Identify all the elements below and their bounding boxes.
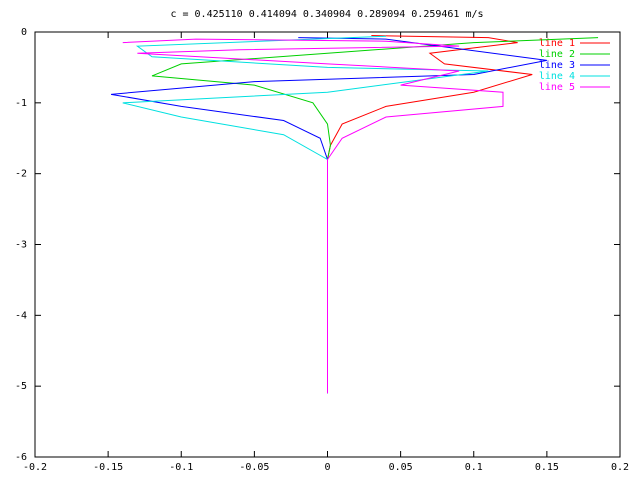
x-tick-label: -0.15 [93,462,123,473]
legend-label: line 5 [539,82,575,93]
x-tick-label: 0.1 [465,462,483,473]
x-tick-label: 0.15 [535,462,559,473]
legend-label: line 4 [539,71,575,82]
x-tick-label: -0.05 [239,462,269,473]
x-tick-label: 0.05 [389,462,413,473]
legend-label: line 3 [539,60,575,71]
data-line [151,37,599,394]
x-tick-label: 0.2 [611,462,629,473]
x-tick-label: -0.2 [23,462,47,473]
x-tick-label: -0.1 [169,462,193,473]
y-tick-label: -2 [15,169,27,180]
y-tick-label: 0 [21,27,27,38]
y-tick-label: -6 [15,452,27,463]
x-tick-label: 0 [324,462,330,473]
data-line [110,37,547,394]
y-tick-label: -1 [15,98,27,109]
legend-label: line 2 [539,49,575,60]
chart-title: c = 0.425110 0.414094 0.340904 0.289094 … [170,9,483,20]
y-tick-label: -5 [15,381,27,392]
legend-label: line 1 [539,38,575,49]
y-tick-label: -3 [15,240,27,251]
data-line [122,38,504,394]
y-tick-label: -4 [15,310,27,321]
